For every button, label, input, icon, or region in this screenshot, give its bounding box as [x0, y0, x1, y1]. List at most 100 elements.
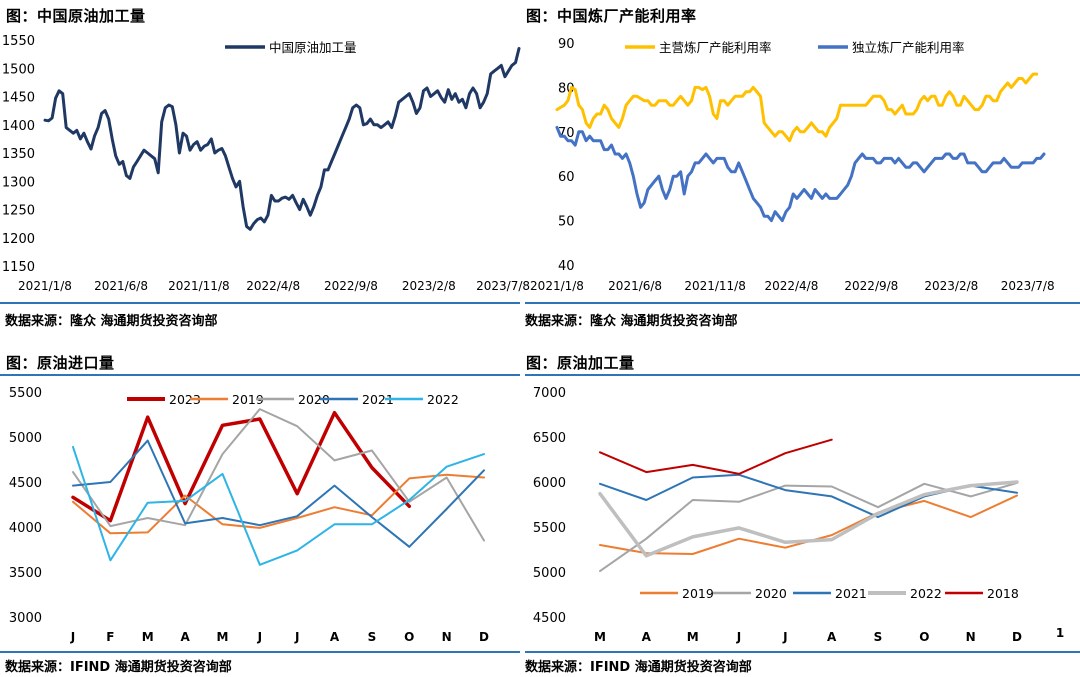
p1-x-tick-label-2: 2021/11/8 — [168, 279, 230, 293]
p1-y-tick-label-0: 1150 — [2, 260, 35, 275]
p3-x-tick-label-2: M — [142, 630, 154, 644]
p4-y-tick-label-5: 7000 — [533, 386, 566, 401]
p1-x-tick-label-4: 2022/9/8 — [324, 279, 378, 293]
p4-legend-label-4: 2018 — [987, 586, 1019, 601]
p3-x-tick-label-0: J — [70, 630, 75, 644]
p4-x-tick-label-8: N — [966, 630, 976, 644]
p4-y-tick-label-2: 5500 — [533, 521, 566, 536]
p4-x-tick-label-3: J — [736, 630, 741, 644]
p3-x-tick-label-11: D — [479, 630, 489, 644]
p4-x-tick-label-2: M — [687, 630, 699, 644]
p2-y-tick-label-0: 40 — [558, 259, 575, 274]
p4-y-tick-label-0: 4500 — [533, 611, 566, 626]
p3-series-line-2019 — [72, 473, 485, 535]
p4-legend-label-0: 2019 — [682, 586, 714, 601]
p3-x-tick-label-1: F — [106, 630, 114, 644]
p1-y-tick-label-1: 1200 — [2, 232, 35, 247]
p3-y-tick-label-3: 4500 — [9, 476, 42, 491]
p3-x-tick-label-5: J — [257, 630, 262, 644]
p1-y-tick-label-6: 1450 — [2, 91, 35, 106]
panel4-title: 图：原油加工量 — [526, 354, 635, 372]
p3-legend-label-2: 2020 — [298, 392, 330, 407]
p4-legend-label-3: 2022 — [910, 586, 942, 601]
panel4-divider — [525, 651, 1080, 653]
panel3-divider — [0, 651, 520, 653]
p1-x-tick-label-6: 2023/7/8 — [476, 279, 530, 293]
p3-legend-label-4: 2022 — [427, 392, 459, 407]
p1-legend-label-0: 中国原油加工量 — [269, 40, 357, 55]
p4-x-tick-label-4: J — [782, 630, 787, 644]
p4-y-tick-label-4: 6500 — [533, 431, 566, 446]
panel4-source: 数据来源：IFIND 海通期货投资咨询部 — [525, 660, 752, 675]
p3-x-tick-label-7: A — [330, 630, 340, 644]
p3-series-line-2020 — [72, 408, 485, 542]
panel1-source: 数据来源：隆众 海通期货投资咨询部 — [5, 314, 218, 329]
p4-x-tick-label-0: M — [594, 630, 606, 644]
panel3-top-divider — [0, 374, 520, 376]
p3-y-tick-label-0: 3000 — [9, 611, 42, 626]
p4-legend-label-1: 2020 — [755, 586, 787, 601]
p3-legend-label-3: 2021 — [362, 392, 394, 407]
panel1-title: 图：中国原油加工量 — [6, 7, 146, 25]
p4-x-tick-label-5: A — [827, 630, 837, 644]
p4-series-line-2018 — [599, 438, 833, 475]
p2-legend-label-0: 主营炼厂产能利用率 — [659, 40, 772, 55]
p3-legend-label-1: 2019 — [232, 392, 264, 407]
p1-x-tick-label-3: 2022/4/8 — [246, 279, 300, 293]
p1-x-tick-label-5: 2023/2/8 — [402, 279, 456, 293]
p3-series-line-2023 — [71, 410, 412, 523]
p2-y-tick-label-5: 90 — [558, 37, 575, 52]
p1-y-tick-label-4: 1350 — [2, 147, 35, 162]
p3-x-tick-label-10: N — [442, 630, 452, 644]
p1-y-tick-label-5: 1400 — [2, 119, 35, 134]
p2-x-tick-label-5: 2023/2/8 — [924, 279, 978, 293]
p4-y-tick-label-3: 6000 — [533, 476, 566, 491]
p3-y-tick-label-5: 5500 — [9, 386, 42, 401]
p2-x-tick-label-3: 2022/4/8 — [764, 279, 818, 293]
p3-x-tick-label-4: M — [216, 630, 228, 644]
p1-y-tick-label-8: 1550 — [2, 34, 35, 49]
panel2-title: 图：中国炼厂产能利用率 — [526, 7, 697, 25]
p2-legend-label-1: 独立炼厂产能利用率 — [852, 40, 965, 55]
p4-series-line-2022 — [598, 480, 1019, 558]
p3-x-tick-label-9: O — [404, 630, 414, 644]
p4-series-line-2020 — [599, 481, 1018, 573]
p3-y-tick-label-4: 5000 — [9, 431, 42, 446]
panel3-title: 图：原油进口量 — [6, 354, 115, 372]
p4-x-tick-label-1: A — [642, 630, 652, 644]
p3-x-tick-label-3: A — [180, 630, 190, 644]
p1-y-tick-label-3: 1300 — [2, 175, 35, 190]
p3-x-tick-label-6: J — [294, 630, 299, 644]
p3-legend-label-0: 2023 — [169, 392, 201, 407]
p1-y-tick-label-2: 1250 — [2, 204, 35, 219]
panel1-divider — [0, 302, 520, 304]
panel2-divider — [525, 302, 1080, 304]
p2-x-tick-label-0: 2021/1/8 — [530, 279, 584, 293]
p1-series-line-中国原油加工量 — [43, 47, 521, 231]
p1-x-tick-label-1: 2021/6/8 — [94, 279, 148, 293]
p1-x-tick-label-0: 2021/1/8 — [18, 279, 72, 293]
p2-x-tick-label-2: 2021/11/8 — [684, 279, 746, 293]
p4-annotation-0: 1 — [1056, 626, 1064, 640]
p4-x-tick-label-7: O — [919, 630, 929, 644]
p2-y-tick-label-2: 60 — [558, 170, 575, 185]
panel2-source: 数据来源：隆众 海通期货投资咨询部 — [525, 314, 738, 329]
p3-series-line-2022 — [72, 445, 485, 566]
p3-y-tick-label-1: 3500 — [9, 566, 42, 581]
panel4-top-divider — [525, 374, 1080, 376]
p4-legend-label-2: 2021 — [835, 586, 867, 601]
p2-series-line-独立炼厂产能利用率 — [555, 125, 1046, 223]
p3-y-tick-label-2: 4000 — [9, 521, 42, 536]
p2-y-tick-label-1: 50 — [558, 215, 575, 230]
p2-x-tick-label-4: 2022/9/8 — [844, 279, 898, 293]
p1-y-tick-label-7: 1500 — [2, 62, 35, 77]
p2-x-tick-label-6: 2023/7/8 — [1001, 279, 1055, 293]
p2-series-line-主营炼厂产能利用率 — [555, 72, 1039, 143]
p4-x-tick-label-6: S — [874, 630, 883, 644]
p3-x-tick-label-8: S — [368, 630, 377, 644]
p4-y-tick-label-1: 5000 — [533, 566, 566, 581]
